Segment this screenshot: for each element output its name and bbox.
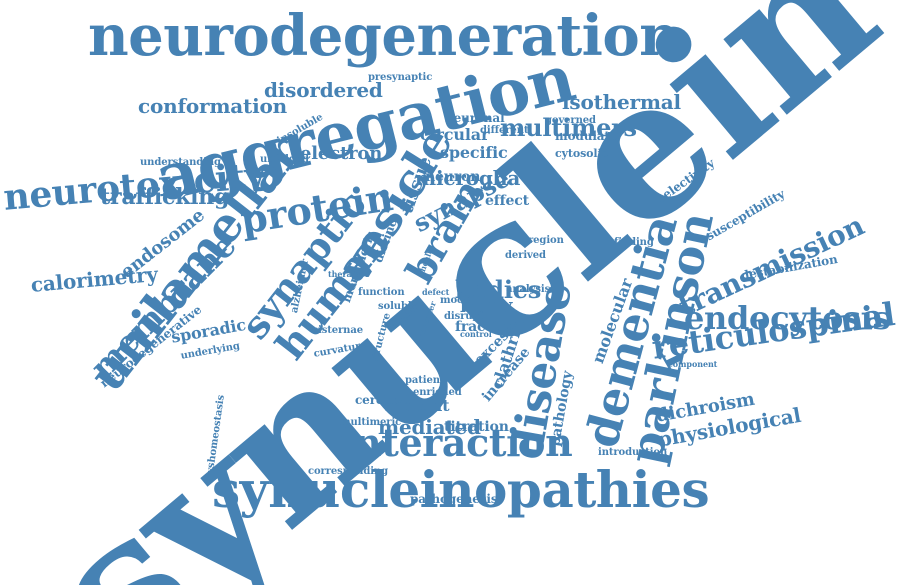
word-disordered: disordered [264,78,383,102]
word-endocytosis: endocytosis [684,299,891,337]
word-region: region [528,235,564,246]
word-soluble: soluble [378,301,418,312]
word-therapies: therapies [328,269,370,279]
word-function: function [358,287,405,298]
word-microglia: microglia [415,166,521,190]
word-multimeric: multimeric [340,417,402,428]
word-different: different [480,125,529,136]
word-modulate: modulate [555,129,618,143]
word-neuronal: neuronal [445,111,505,125]
word-corresponding: corresponding [308,466,388,477]
word-body: body [460,293,513,317]
word-specific: specific [440,143,508,162]
word-understanding: understanding [140,157,221,168]
word-circular: circular [420,125,490,144]
word-model: model [440,295,474,306]
word-isothermal: isothermal [562,90,681,114]
word-unfolded: unfolded [260,154,309,165]
word-governed: governed [545,115,596,126]
word-interaction: interaction [340,420,573,465]
word-effect: effect [485,193,530,209]
word-electron: electron [300,143,383,164]
word-control: control [460,329,492,339]
word-conformation: conformation [138,94,287,118]
word-mediated: mediated [378,415,481,439]
word-trafficking: trafficking [100,184,230,210]
word-derived: derived [505,250,546,261]
word-pathogenesis: pathogenesis [410,492,498,506]
word-synucleinopathies: synucleinopathies [212,460,710,519]
word-fraction: fraction [455,319,517,335]
word-component: component [668,359,718,369]
word-defect: defect [422,287,450,297]
word-introduction: introduction [598,447,668,458]
word-presynaptic: presynaptic [368,72,433,83]
word-mutant: mutant [385,396,450,415]
word-enriched: enriched [413,387,462,398]
word-patient: patient [405,375,445,386]
word-finding: finding [614,237,654,248]
word-bodies: bodies [455,275,542,304]
word-analysis: analysis [506,284,551,295]
word-cisternae: cisternae [312,325,363,336]
word-disrupt: disrupt [444,311,484,322]
word-multimers: multimers [500,113,637,142]
word-titration: titration [444,419,509,435]
word-neurodegeneration: neurodegeneration [88,3,680,69]
word-neuron: neuron [425,169,481,185]
word-cerebral: cerebral [355,393,410,407]
word-cytosolic: cytosolic [555,147,609,160]
